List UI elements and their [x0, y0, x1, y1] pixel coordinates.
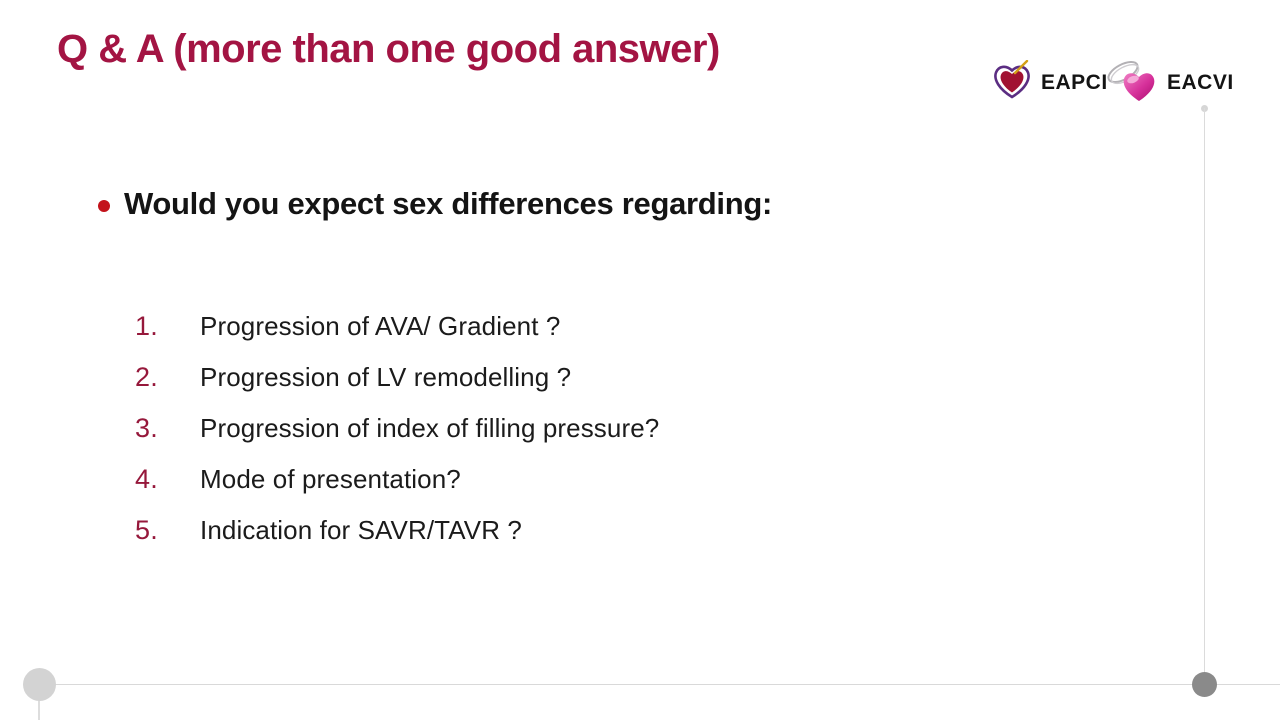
numbered-list: 1. Progression of AVA/ Gradient ? 2. Pro… — [135, 301, 659, 556]
list-item-text: Mode of presentation? — [200, 464, 461, 494]
list-item: 5. Indication for SAVR/TAVR ? — [135, 505, 659, 556]
list-item-number: 4. — [135, 464, 158, 494]
list-item-text: Indication for SAVR/TAVR ? — [200, 515, 522, 545]
timeline-left-tail-line — [38, 699, 40, 720]
list-item-number: 2. — [135, 362, 158, 392]
list-item: 4. Mode of presentation? — [135, 454, 659, 505]
list-item-number: 3. — [135, 413, 158, 443]
bullet-icon — [98, 200, 110, 212]
eacvi-logo-label: EACVI — [1167, 70, 1234, 94]
list-item: 3. Progression of index of filling press… — [135, 403, 659, 454]
page-title: Q & A (more than one good answer) — [57, 27, 720, 71]
list-item: 1. Progression of AVA/ Gradient ? — [135, 301, 659, 352]
timeline-horizontal-line — [39, 684, 1280, 685]
vertical-divider-line — [1204, 108, 1205, 685]
list-item-text: Progression of LV remodelling ? — [200, 362, 572, 392]
eapci-logo-label: EAPCI — [1041, 71, 1108, 94]
list-item: 2. Progression of LV remodelling ? — [135, 352, 659, 403]
eacvi-logo: EACVI — [1106, 55, 1234, 110]
list-item-text: Progression of index of filling pressure… — [200, 413, 660, 443]
eacvi-heart-icon — [1106, 55, 1162, 110]
question-text: Would you expect sex differences regardi… — [124, 186, 773, 221]
eapci-logo: EAPCI — [991, 59, 1108, 106]
eapci-heart-icon — [991, 59, 1033, 106]
list-item-text: Progression of AVA/ Gradient ? — [200, 311, 561, 341]
list-item-number: 1. — [135, 311, 158, 341]
timeline-right-node — [1192, 672, 1217, 697]
timeline-left-node — [23, 668, 56, 701]
list-item-number: 5. — [135, 515, 158, 545]
question-row: Would you expect sex differences regardi… — [98, 186, 772, 222]
